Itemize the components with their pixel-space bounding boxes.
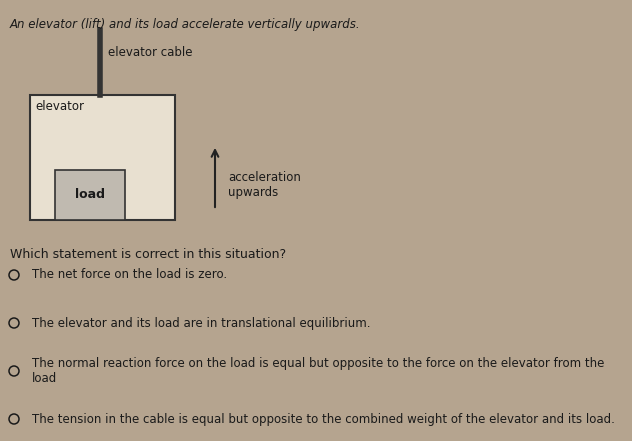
Text: The normal reaction force on the load is equal but opposite to the force on the : The normal reaction force on the load is…: [32, 357, 604, 385]
Text: Which statement is correct in this situation?: Which statement is correct in this situa…: [10, 248, 286, 261]
Text: acceleration
upwards: acceleration upwards: [228, 171, 301, 199]
Text: elevator: elevator: [35, 100, 84, 113]
Text: The net force on the load is zero.: The net force on the load is zero.: [32, 269, 227, 281]
Bar: [30, 95, 175, 220]
Text: elevator cable: elevator cable: [108, 45, 193, 59]
Text: The tension in the cable is equal but opposite to the combined weight of the ele: The tension in the cable is equal but op…: [32, 412, 615, 426]
Text: The elevator and its load are in translational equilibrium.: The elevator and its load are in transla…: [32, 317, 370, 329]
Bar: [55, 170, 125, 220]
Text: An elevator (lift) and its load accelerate vertically upwards.: An elevator (lift) and its load accelera…: [10, 18, 361, 31]
Text: load: load: [75, 188, 105, 202]
